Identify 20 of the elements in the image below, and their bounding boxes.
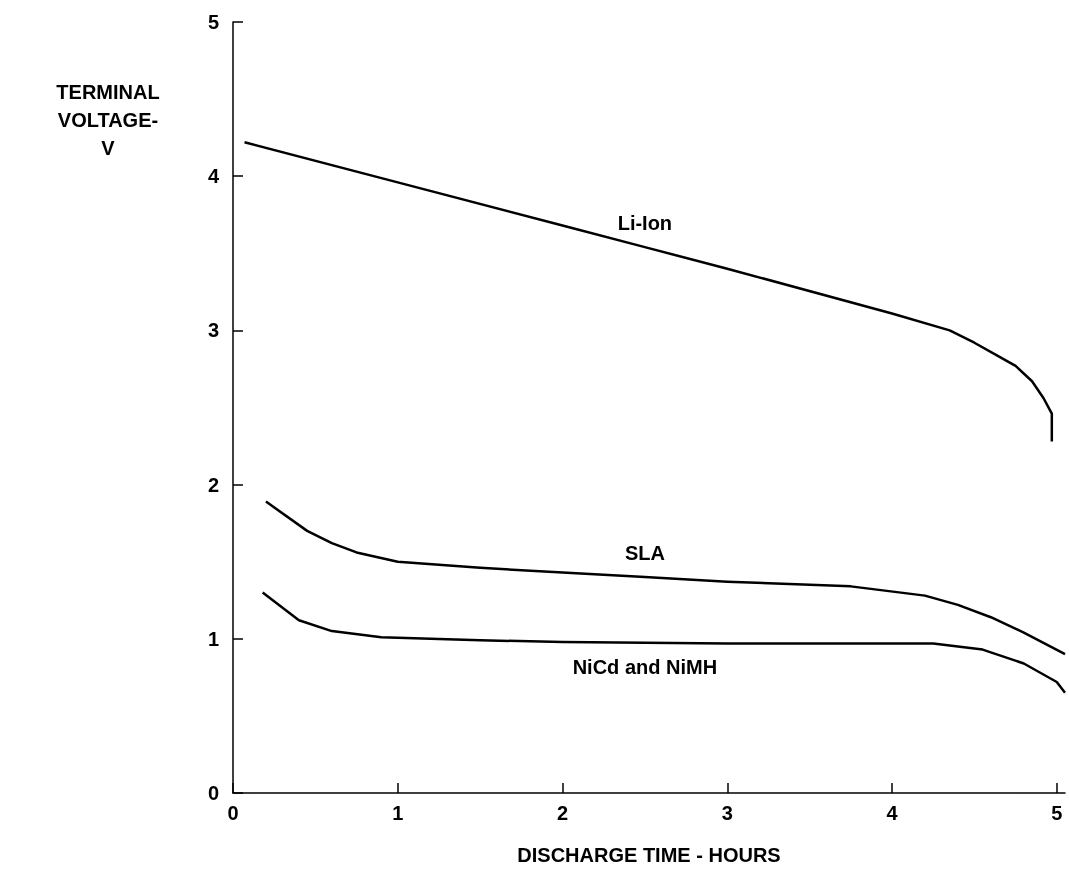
y-tick-label: 0 xyxy=(207,782,219,804)
x-tick-label: 5 xyxy=(1051,802,1063,824)
y-tick-label: 3 xyxy=(207,319,219,342)
y-axis-title: TERMINAL VOLTAGE- V xyxy=(56,81,160,159)
x-tick-label: 0 xyxy=(227,802,239,824)
y-tick-label: 2 xyxy=(207,473,219,496)
series-label: SLA xyxy=(624,542,665,565)
x-axis-title: DISCHARGE TIME - HOURS xyxy=(517,844,781,866)
x-tick-label: 2 xyxy=(556,802,569,824)
x-tick-label: 1 xyxy=(392,802,404,824)
y-tick-label: 1 xyxy=(207,627,219,650)
x-tick-label: 3 xyxy=(721,802,733,824)
series-label: Li-Ion xyxy=(617,212,673,235)
line-series xyxy=(264,500,1067,656)
series-label: NiCd and NiMH xyxy=(572,655,718,678)
x-tick-label: 4 xyxy=(886,802,899,824)
y-tick-label: 4 xyxy=(207,165,220,188)
line-series xyxy=(243,141,1054,443)
line-series xyxy=(261,591,1067,695)
y-tick-label: 5 xyxy=(207,11,219,33)
